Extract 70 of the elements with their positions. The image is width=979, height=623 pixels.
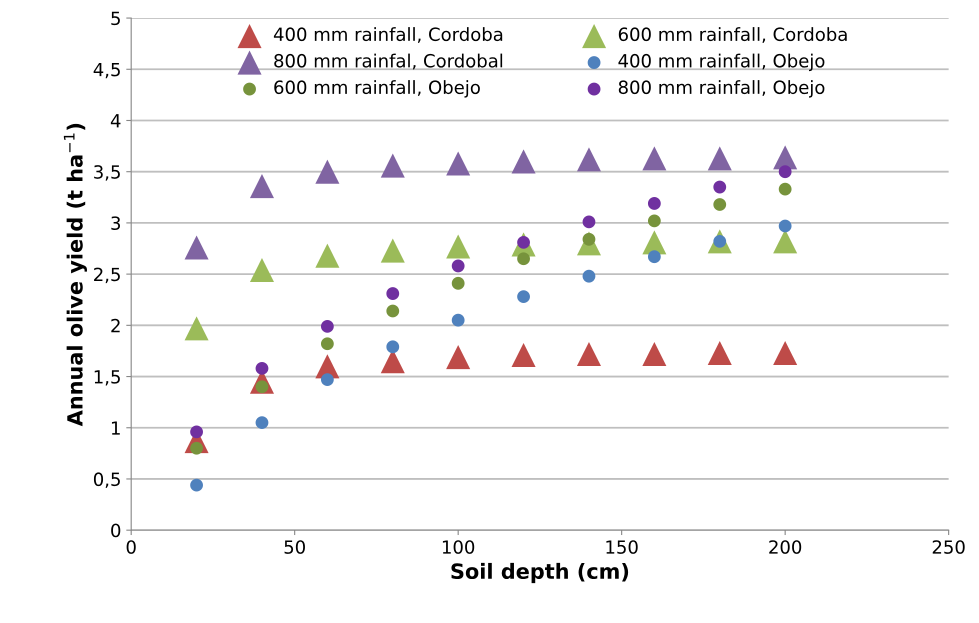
legend-label: 600 mm rainfall, Obejo [274, 80, 480, 98]
y-tick-label: 0,5 [94, 472, 120, 488]
y-tick-label: 1 [112, 421, 120, 435]
point [386, 304, 400, 318]
x-tick-label: 200 [769, 540, 802, 554]
legend-label: 600 mm rainfall, Cordoba [618, 27, 847, 43]
point [452, 260, 465, 272]
point [517, 290, 530, 304]
point [576, 342, 601, 366]
point [250, 258, 274, 282]
point [517, 252, 530, 266]
point [446, 234, 470, 258]
point [452, 314, 465, 327]
point [386, 340, 400, 354]
point [648, 197, 661, 210]
point [648, 250, 661, 264]
point [778, 182, 792, 196]
y-tick-label: 1,5 [94, 370, 120, 386]
point [256, 416, 268, 430]
y-tick-label: 3,5 [94, 165, 120, 181]
y-tick-label: 3 [111, 216, 120, 230]
legend-label: 400 mm rainfall, Cordoba [274, 27, 502, 43]
point [386, 287, 400, 300]
y-tick-label: 2,5 [94, 268, 120, 284]
point [315, 244, 340, 268]
point [452, 276, 465, 290]
point [582, 270, 596, 283]
y-tick-label: 5 [111, 12, 120, 26]
point [773, 340, 798, 366]
point [446, 151, 470, 176]
point [320, 320, 334, 333]
point [642, 342, 666, 366]
x-axis-title: Soil depth (cm) [451, 562, 628, 584]
point [713, 180, 726, 194]
x-tick-label: 100 [442, 540, 474, 554]
point [778, 220, 792, 232]
y-tick-label: 2 [111, 318, 120, 332]
y-tick-label: 4,5 [94, 62, 120, 78]
point [380, 154, 405, 178]
point [576, 147, 601, 172]
point [190, 478, 203, 492]
point [642, 146, 666, 170]
legend-label: 800 mm rainfal, Cordobal [274, 54, 502, 70]
point [184, 235, 209, 260]
y-tick-label: 0 [111, 524, 120, 538]
point [184, 316, 209, 340]
point [648, 214, 661, 228]
point [778, 165, 792, 178]
point [380, 238, 405, 263]
y-tick-label: 4 [110, 114, 120, 128]
x-tick-label: 250 [932, 540, 965, 554]
point [315, 160, 340, 184]
point [713, 198, 726, 211]
point [256, 362, 268, 375]
x-tick-label: 150 [606, 540, 638, 554]
y-axis-title: Annual olive yield (t ha$^{−1}$) [64, 124, 87, 426]
point [250, 174, 274, 198]
point [190, 425, 203, 438]
point [708, 146, 732, 170]
x-tick-label: 50 [284, 540, 305, 554]
point [582, 215, 596, 228]
legend-label: 800 mm rainfall, Obejo [618, 80, 824, 98]
point [446, 345, 470, 370]
legend-label: 400 mm rainfall, Obejo [618, 54, 824, 72]
point [320, 373, 334, 386]
x-tick-label: 0 [126, 540, 136, 554]
point [512, 149, 536, 174]
point [320, 337, 334, 350]
point [708, 340, 732, 366]
point [512, 343, 536, 368]
